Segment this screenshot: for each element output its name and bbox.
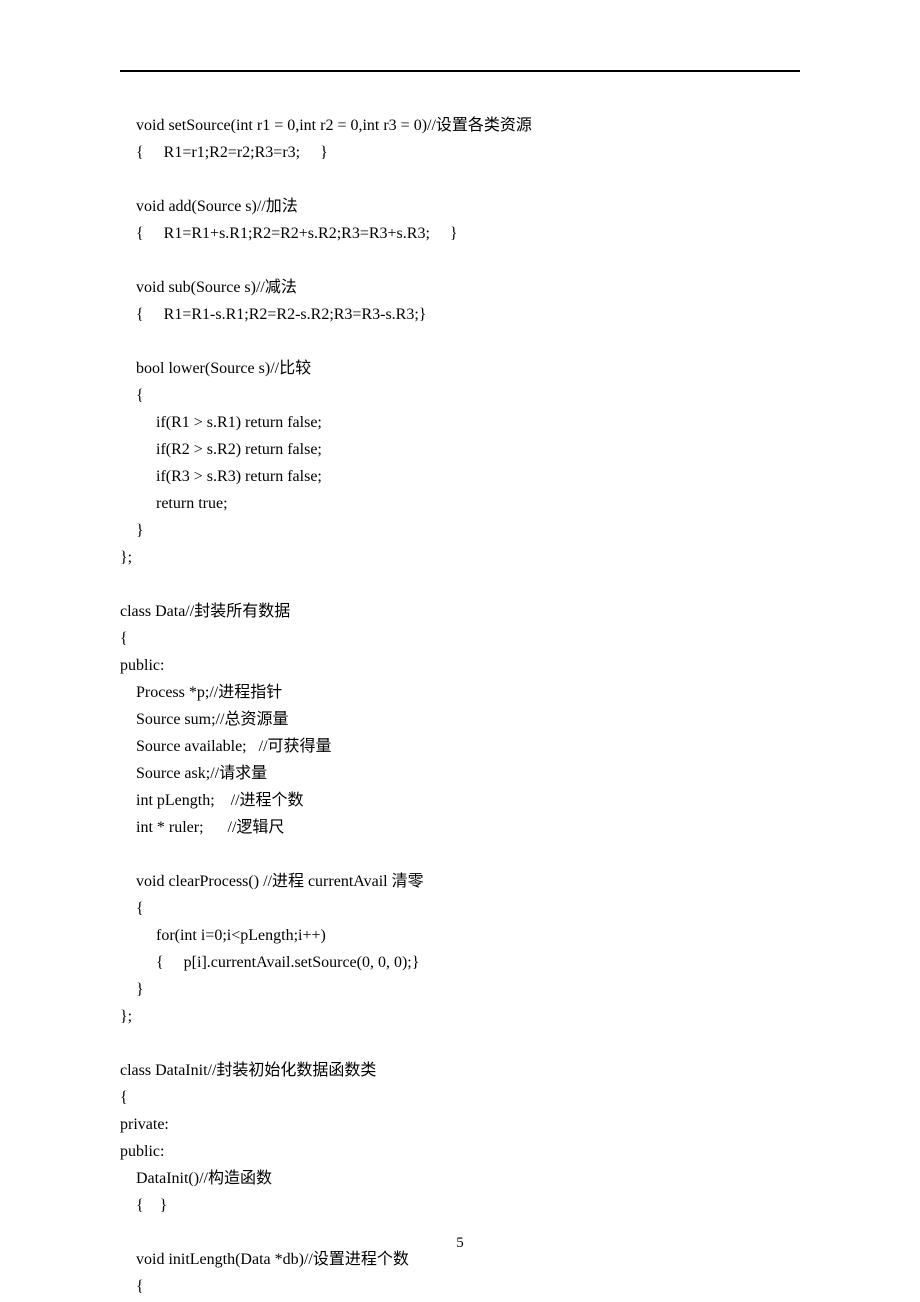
page-number: 5 xyxy=(0,1235,920,1252)
header-rule xyxy=(120,70,800,72)
document-page: void setSource(int r1 = 0,int r2 = 0,int… xyxy=(0,0,920,1302)
code-block: void setSource(int r1 = 0,int r2 = 0,int… xyxy=(120,112,800,1300)
